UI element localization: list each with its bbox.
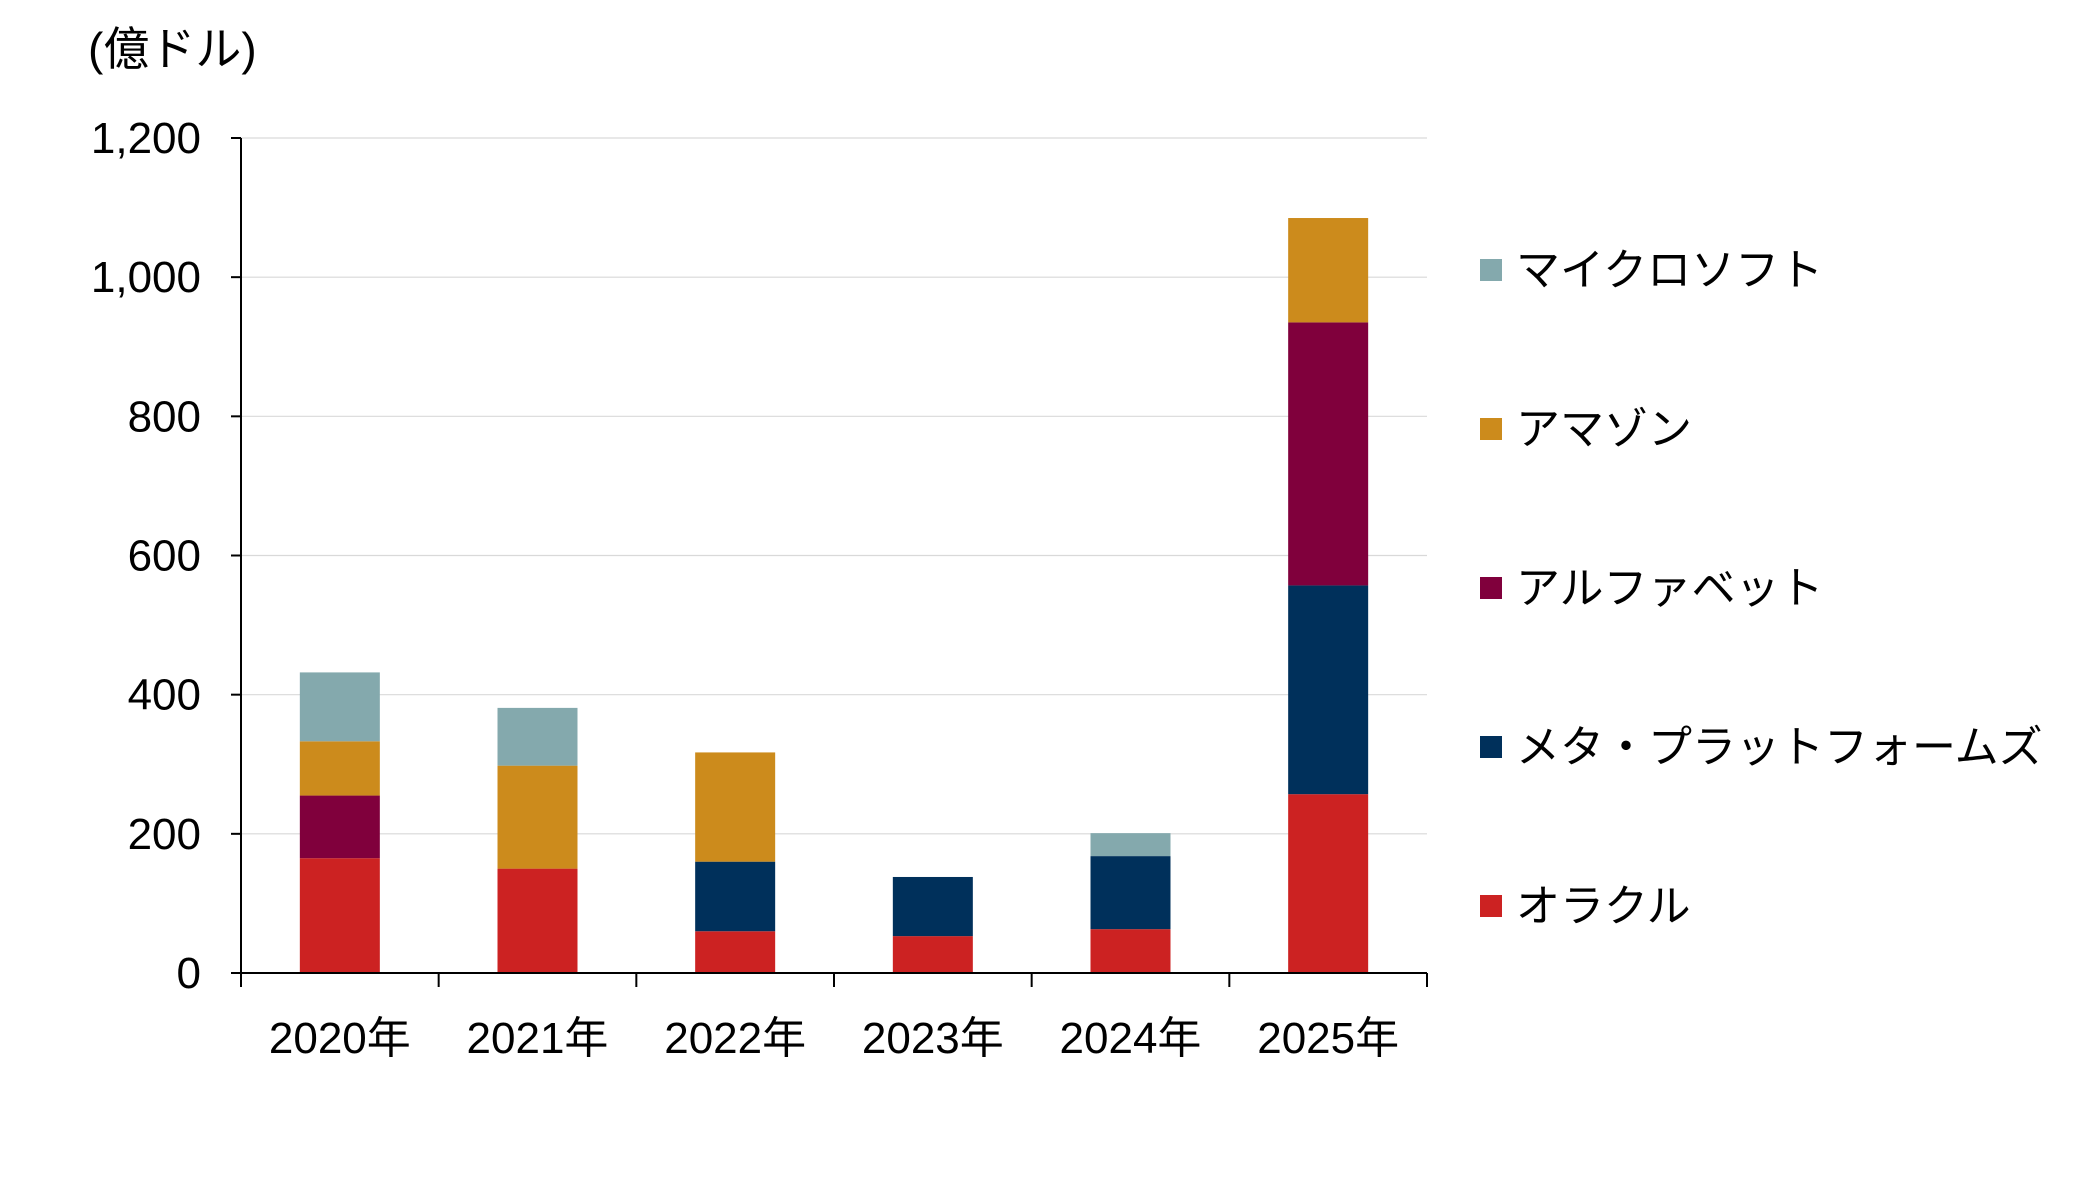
- legend-label: オラクル: [1516, 882, 1691, 931]
- bar-segment: [299, 858, 380, 973]
- bar-segment: [1288, 218, 1369, 323]
- legend-label: アマゾン: [1516, 405, 1692, 454]
- x-tick-label: 2021年: [467, 1014, 609, 1063]
- bar-segment: [892, 936, 973, 973]
- y-tick-label: 600: [128, 532, 201, 581]
- bar-segment: [299, 672, 380, 742]
- legend-label: メタ・プラットフォームズ: [1516, 723, 2043, 772]
- x-tick-label: 2020年: [269, 1014, 411, 1063]
- bar-segment: [1288, 322, 1369, 586]
- bar-segment: [892, 876, 973, 937]
- legend-swatch: [1480, 736, 1502, 758]
- bar-segment: [299, 741, 380, 796]
- gridlines: [241, 137, 1427, 835]
- bars: [299, 218, 1369, 973]
- legend-label: マイクロソフト: [1516, 246, 1823, 295]
- x-tick-label: 2022年: [664, 1014, 806, 1063]
- y-tick-label: 400: [128, 671, 201, 720]
- legend-label: アルファベット: [1516, 564, 1824, 613]
- bar-segment: [1090, 929, 1171, 973]
- bar-segment: [497, 707, 578, 766]
- y-tick-label: 200: [128, 810, 201, 859]
- y-tick-label: 1,000: [91, 253, 201, 302]
- y-tick-labels: 0 200 400 600 800 1,000 1,200: [91, 114, 201, 998]
- x-tick-labels: 2020年 2021年 2022年 2023年 2024年 2025年: [269, 1014, 1399, 1063]
- x-tick-label: 2025年: [1257, 1014, 1399, 1063]
- bar-segment: [299, 795, 380, 859]
- axes: [231, 137, 1428, 987]
- bar-segment: [1288, 794, 1369, 973]
- bar-segment: [497, 868, 578, 973]
- y-tick-label: 800: [128, 392, 201, 441]
- bar-segment: [695, 861, 776, 932]
- bar-segment: [1090, 856, 1171, 930]
- x-tick-label: 2024年: [1060, 1014, 1202, 1063]
- y-tick-label: 1,200: [91, 114, 201, 163]
- y-axis-unit-label: (億ドル): [88, 23, 257, 75]
- bar-segment: [695, 752, 776, 862]
- legend-swatch: [1480, 577, 1502, 599]
- x-tick-label: 2023年: [862, 1014, 1004, 1063]
- bar-segment: [1090, 833, 1171, 857]
- legend-swatch: [1480, 418, 1502, 440]
- legend-swatch: [1480, 259, 1502, 281]
- bar-segment: [695, 931, 776, 973]
- bar-segment: [1288, 585, 1369, 795]
- bar-segment: [497, 765, 578, 869]
- legend-swatch: [1480, 895, 1502, 917]
- y-tick-label: 0: [177, 949, 201, 998]
